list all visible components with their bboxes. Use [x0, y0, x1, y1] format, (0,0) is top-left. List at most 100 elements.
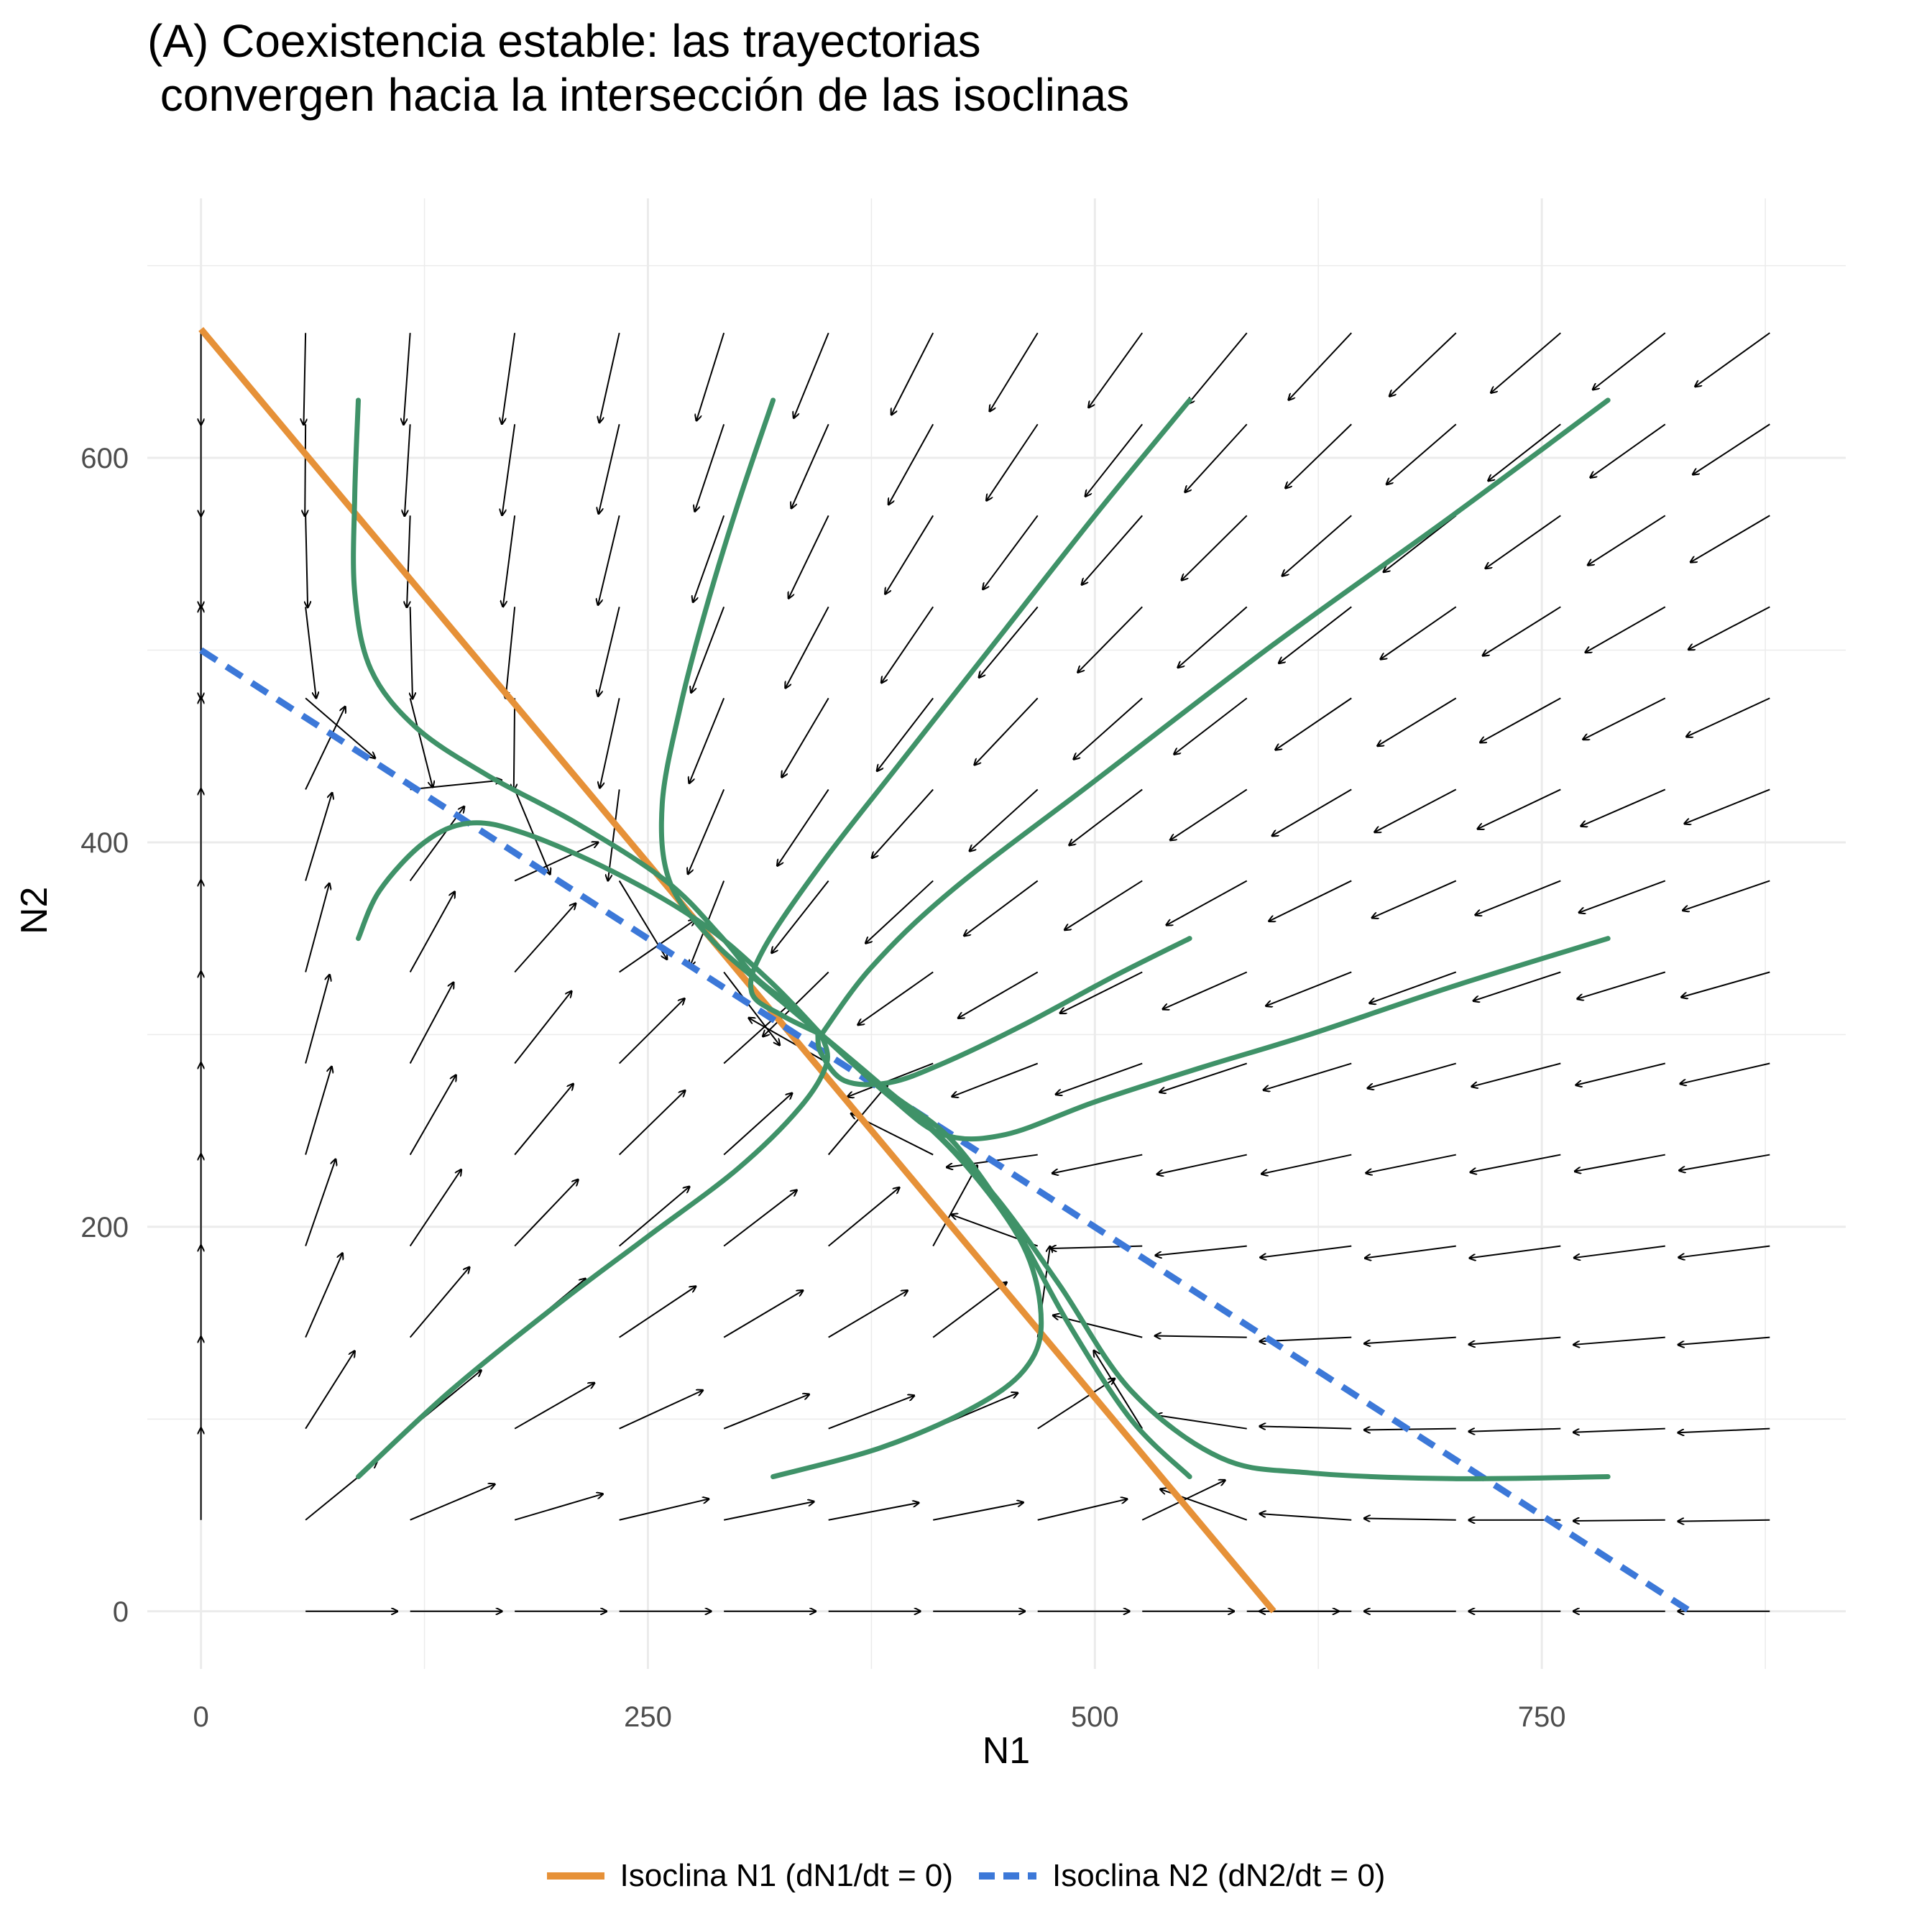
chart-title-line-2: convergen hacia la intersección de las i… [147, 69, 1130, 121]
vector-arrow [1486, 515, 1561, 569]
vector-arrow [1264, 1062, 1352, 1090]
vector-arrow [1473, 971, 1561, 1000]
vector-arrow [723, 1290, 803, 1338]
vector-arrow [749, 1018, 829, 1064]
vector-arrow [1678, 1336, 1770, 1345]
vector-arrow [771, 880, 829, 953]
vector-arrow [1579, 880, 1666, 912]
vector-arrow [599, 332, 620, 423]
vector-arrow [514, 1494, 603, 1521]
vector-arrow [1468, 1429, 1561, 1432]
vector-arrow [1269, 880, 1352, 921]
vector-arrow [1469, 1336, 1561, 1345]
vector-arrow [828, 1187, 900, 1247]
vector-arrow [1085, 423, 1144, 496]
vector-arrow [1377, 697, 1457, 746]
vector-arrow [1381, 606, 1457, 659]
vector-arrow [409, 1075, 456, 1156]
vector-arrow [1259, 1426, 1352, 1428]
trajectory-line [748, 397, 1192, 1037]
y-tick-label: 200 [80, 1212, 129, 1243]
vector-arrow [1056, 1062, 1143, 1095]
vector-arrow [693, 515, 725, 602]
vector-arrow [1266, 971, 1352, 1006]
vector-arrow [1581, 788, 1666, 826]
vector-arrow [1157, 1154, 1247, 1174]
trajectory-line [351, 397, 824, 1037]
trajectory-line [819, 936, 1611, 1142]
vector-arrow [1156, 1415, 1247, 1430]
vector-arrow [305, 975, 329, 1064]
vector-arrow [1364, 1336, 1456, 1344]
vector-arrow [1163, 971, 1248, 1009]
vector-arrow [696, 332, 725, 420]
vector-arrow [1185, 423, 1248, 492]
vector-arrow [1064, 880, 1143, 929]
vector-arrow [1279, 606, 1352, 663]
vector-arrow [305, 883, 329, 972]
vector-arrow [1475, 880, 1561, 915]
vector-arrow [619, 1187, 690, 1247]
vector-arrow [1074, 697, 1143, 759]
vector-arrow [1574, 1245, 1665, 1258]
vector-arrow [305, 1351, 354, 1430]
trajectory-line [819, 397, 1611, 1037]
vector-arrow [689, 697, 725, 783]
vector-arrow [618, 1090, 686, 1156]
vector-arrow [1365, 1245, 1456, 1259]
x-tick-label: 0 [193, 1701, 208, 1733]
vector-arrow [1155, 1245, 1247, 1256]
vector-arrow [688, 789, 725, 874]
vector-arrow [514, 842, 598, 882]
vector-arrow [791, 423, 829, 508]
vector-arrow [1586, 606, 1666, 652]
vector-arrow [1077, 606, 1143, 672]
vector-arrow [1088, 332, 1144, 408]
vector-arrow [618, 998, 685, 1064]
vector-arrow [1364, 1429, 1456, 1430]
vector-arrow [405, 424, 411, 516]
legend: Isoclina N1 (dN1/dt = 0) Isoclina N2 (dN… [0, 1854, 1932, 1898]
x-axis-title: N1 [982, 1730, 1031, 1772]
vector-arrow [1389, 332, 1457, 396]
vector-arrow [1275, 697, 1352, 750]
vector-arrow [514, 903, 576, 973]
vector-arrow [881, 606, 934, 683]
vector-arrow [598, 515, 620, 605]
vector-arrow [1060, 971, 1143, 1013]
vector-arrow [723, 1394, 809, 1430]
vector-arrow [1159, 1062, 1248, 1092]
vector-arrow [1285, 423, 1352, 488]
vector-arrow [723, 1093, 792, 1156]
vector-arrow [1688, 606, 1770, 649]
vector-arrow [1260, 1245, 1352, 1258]
vector-arrow [1575, 1154, 1665, 1172]
vector-arrow [514, 1383, 594, 1430]
vector-arrow [1037, 1379, 1115, 1430]
vector-arrow [1374, 788, 1457, 832]
vector-arrow [305, 1253, 342, 1338]
vector-arrow [1573, 1520, 1665, 1521]
vector-arrow [1478, 788, 1561, 829]
vector-arrow [1488, 423, 1561, 481]
vector-arrow [1491, 332, 1561, 392]
vector-arrow [1681, 971, 1770, 997]
trajectory-line [356, 1031, 830, 1480]
vector-arrow [409, 1169, 461, 1247]
vector-arrow [599, 424, 620, 514]
vector-arrow [1364, 1518, 1456, 1519]
vector-arrow [505, 607, 516, 698]
vector-arrow [970, 788, 1039, 851]
vector-arrow [1369, 971, 1457, 1003]
vector-arrow [1069, 788, 1143, 845]
vector-arrow [1289, 332, 1352, 400]
vector-arrow [305, 515, 308, 607]
vector-arrow [409, 983, 454, 1064]
vector-arrow [303, 333, 305, 425]
vector-arrow [952, 1062, 1039, 1097]
vector-arrow [888, 423, 934, 505]
vector-arrow [1052, 1154, 1143, 1174]
vector-arrow [872, 788, 934, 857]
trajectory-line [356, 820, 824, 1037]
vector-arrow [305, 1159, 336, 1246]
